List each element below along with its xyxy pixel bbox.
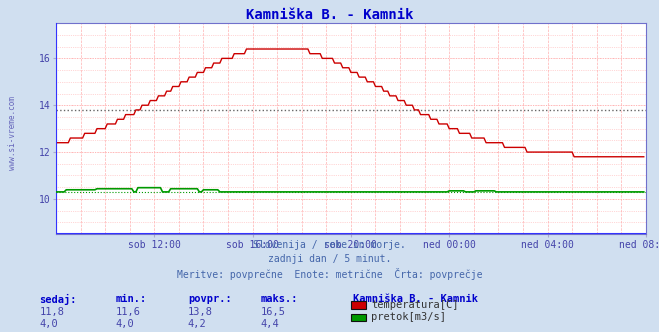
Text: Kamniška B. - Kamnik: Kamniška B. - Kamnik [246, 8, 413, 22]
Text: 4,0: 4,0 [40, 319, 58, 329]
Text: www.si-vreme.com: www.si-vreme.com [8, 96, 17, 170]
Text: 11,6: 11,6 [115, 307, 140, 317]
Text: povpr.:: povpr.: [188, 294, 231, 304]
Text: min.:: min.: [115, 294, 146, 304]
Text: 11,8: 11,8 [40, 307, 65, 317]
Text: Slovenija / reke in morje.: Slovenija / reke in morje. [253, 240, 406, 250]
Text: temperatura[C]: temperatura[C] [371, 300, 459, 310]
Text: 16,5: 16,5 [260, 307, 285, 317]
Text: Kamniška B. - Kamnik: Kamniška B. - Kamnik [353, 294, 478, 304]
Text: zadnji dan / 5 minut.: zadnji dan / 5 minut. [268, 254, 391, 264]
Text: pretok[m3/s]: pretok[m3/s] [371, 312, 446, 322]
Text: 4,4: 4,4 [260, 319, 279, 329]
Text: 4,0: 4,0 [115, 319, 134, 329]
Text: 4,2: 4,2 [188, 319, 206, 329]
Text: 13,8: 13,8 [188, 307, 213, 317]
Text: maks.:: maks.: [260, 294, 298, 304]
Text: Meritve: povprečne  Enote: metrične  Črta: povprečje: Meritve: povprečne Enote: metrične Črta:… [177, 268, 482, 280]
Text: sedaj:: sedaj: [40, 294, 77, 305]
